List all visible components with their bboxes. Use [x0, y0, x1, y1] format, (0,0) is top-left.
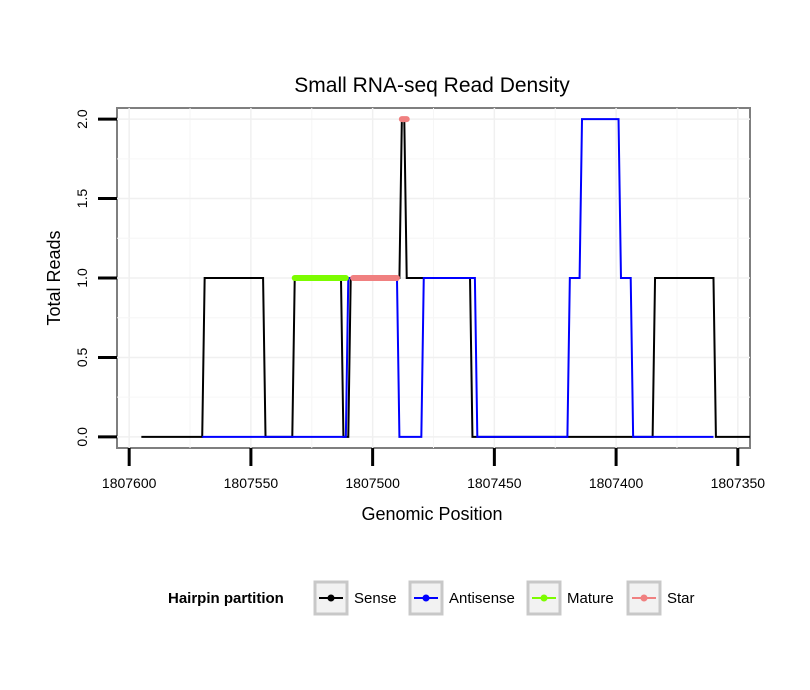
y-axis-label: Total Reads — [44, 230, 64, 325]
y-tick-label: 0.0 — [74, 427, 90, 447]
legend-label-star: Star — [667, 590, 695, 607]
chart-title: Small RNA-seq Read Density — [294, 74, 570, 97]
legend-key-dot — [422, 594, 430, 602]
y-tick-label: 1.0 — [74, 268, 90, 288]
x-tick-label: 1807350 — [711, 475, 766, 491]
legend-label-mature: Mature — [567, 590, 614, 607]
y-tick-label: 1.5 — [74, 189, 90, 209]
x-tick-label: 1807600 — [102, 475, 157, 491]
series-layer — [141, 116, 750, 438]
x-axis-label: Genomic Position — [361, 504, 502, 524]
x-tick-label: 1807550 — [224, 475, 279, 491]
legend-key-dot — [540, 594, 548, 602]
x-tick-label: 1807500 — [345, 475, 400, 491]
x-tick-label: 1807400 — [589, 475, 644, 491]
legend-label-antisense: Antisense — [449, 590, 515, 607]
legend-key-dot — [640, 594, 648, 602]
legend-key-dot — [327, 594, 335, 602]
legend-label-sense: Sense — [354, 590, 397, 607]
y-tick-label: 0.5 — [74, 347, 90, 367]
y-axis: 0.0 0.5 1.0 1.5 2.0 — [74, 109, 117, 447]
y-tick-label: 2.0 — [74, 109, 90, 129]
legend: Hairpin partition Sense Antisense Mature St… — [168, 580, 695, 616]
legend-title: Hairpin partition — [168, 590, 284, 607]
series-line-antisense — [202, 118, 714, 438]
x-tick-label: 1807450 — [467, 475, 522, 491]
x-axis: 1807600 1807550 1807500 1807450 1807400 18073… — [102, 448, 765, 491]
